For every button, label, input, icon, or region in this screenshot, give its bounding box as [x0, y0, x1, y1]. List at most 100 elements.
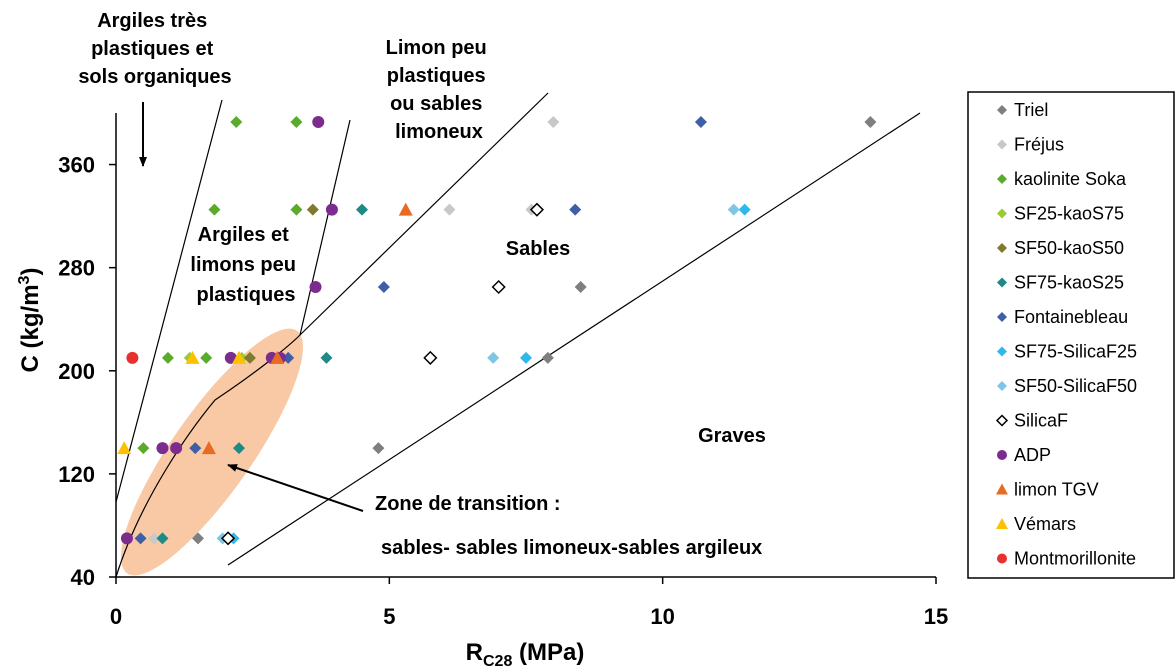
legend-label-kaolinite-soka: kaolinite Soka — [1014, 169, 1127, 189]
data-points — [117, 116, 877, 546]
point-silicaf — [491, 279, 506, 295]
point-adp — [120, 532, 133, 545]
point-silicaf — [423, 350, 438, 365]
point-sf75-kaos25 — [233, 442, 245, 455]
point-kaolinite-soka — [230, 116, 243, 129]
annotation-graves: Graves — [698, 425, 766, 447]
point-silicaf — [221, 531, 236, 546]
point-kaolinite-soka — [290, 116, 303, 129]
legend-label-sf75-kaos25: SF75-kaoS25 — [1014, 273, 1124, 293]
annotation-limon-peu-line: Limon peu — [386, 37, 487, 59]
y-tick-label: 360 — [58, 153, 95, 178]
point-v-mars — [185, 350, 200, 364]
legend-marker-limon-tgv — [996, 483, 1008, 495]
annotation-limon-peu: Limon peu plastiques ou sables limoneux — [386, 37, 493, 143]
legend-label-limon-tgv: limon TGV — [1014, 480, 1099, 500]
point-fontainebleau — [377, 281, 390, 293]
point-fontainebleau — [134, 532, 147, 545]
point-fontainebleau — [694, 116, 707, 129]
point-limon-tgv — [270, 350, 285, 364]
x-axis-title: RC28 (MPa) — [466, 639, 585, 666]
point-triel — [574, 281, 587, 293]
point-triel — [541, 351, 554, 364]
point-adp — [156, 442, 169, 455]
x-tick-label: 0 — [110, 604, 122, 629]
tick-labels: 0 5 10 15 40 120 200 280 360 — [58, 153, 948, 629]
y-axis-title-end: ) — [17, 268, 44, 276]
point-kaolinite-soka — [161, 351, 174, 364]
point-sf75-kaos25 — [320, 351, 333, 364]
y-tick-label: 120 — [58, 462, 95, 487]
y-axis-title-main: C (kg/m — [17, 284, 44, 372]
legend-marker-montmorillonite — [997, 553, 1007, 564]
boundary-line-sables — [299, 92, 549, 336]
annotation-argiles-tres-line: plastiques et — [91, 38, 214, 60]
legend-label-sf25-kaos75: SF25-kaoS75 — [1014, 204, 1124, 224]
legend-label-sf50-kaos50: SF50-kaoS50 — [1014, 238, 1124, 258]
legend-marker-adp — [997, 450, 1007, 460]
point-fontainebleau — [282, 351, 295, 364]
x-tick-label: 5 — [383, 604, 395, 629]
annotation-limon-peu-line: limoneux — [395, 121, 483, 143]
point-triel — [372, 442, 385, 455]
y-axis-title-sup: 3 — [16, 275, 33, 284]
point-adp — [312, 116, 325, 129]
axes — [115, 113, 936, 578]
point-kaolinite-soka — [200, 351, 213, 364]
point-sf75-silicaf25 — [520, 351, 532, 364]
legend-label-sf75-silicaf25: SF75-SilicaF25 — [1014, 342, 1137, 362]
point-sf50-kaos50 — [306, 203, 319, 216]
legend-items: Triel Fréjus kaolinite Soka SF25-kaoS75 SF50… — [995, 100, 1137, 569]
point-fontainebleau — [569, 203, 582, 216]
legend-marker-sf25-kaos75 — [997, 208, 1007, 219]
annotation-argiles-tres: Argiles très plastiques et sols organiqu… — [78, 10, 231, 88]
legend-marker-sf50-kaos50 — [997, 243, 1007, 253]
legend-marker-triel — [997, 105, 1007, 115]
point-sf75-kaos25 — [156, 532, 169, 545]
point-v-mars — [232, 350, 246, 364]
annotation-argiles-limons-line: limons peu — [190, 254, 296, 276]
point-kaolinite-soka — [137, 442, 150, 455]
x-tick-label: 15 — [924, 604, 948, 629]
annotation-argiles-limons: Argiles et limons peu plastiques — [190, 224, 301, 306]
boundary-line-graves — [227, 112, 921, 566]
point-fr-jus — [547, 116, 560, 129]
legend-marker-v-mars — [996, 518, 1008, 529]
point-silicaf — [529, 202, 544, 217]
point-fontainebleau — [189, 442, 202, 455]
legend-marker-silicaf — [995, 414, 1009, 427]
annotation-argiles-limons-line: plastiques — [197, 284, 296, 306]
point-fr-jus — [443, 203, 456, 216]
y-axis-title: C (kg/m3) — [16, 268, 44, 373]
legend-label-fontainebleau: Fontainebleau — [1014, 307, 1128, 327]
annotation-argiles-tres-line: Argiles très — [97, 10, 207, 32]
point-v-mars — [117, 441, 132, 455]
point-triel — [192, 532, 204, 545]
legend-label-fr-jus: Fréjus — [1014, 135, 1064, 155]
y-tick-label: 40 — [71, 565, 95, 590]
annotation-zone-detail: sables- sables limoneux-sables argileux — [381, 537, 762, 559]
point-montmorillonite — [126, 351, 139, 364]
y-tick-label: 280 — [58, 256, 95, 281]
point-limon-tgv — [201, 441, 216, 455]
boundary-lines — [115, 92, 921, 578]
boundary-line-argiles — [115, 99, 223, 503]
point-sf75-silicaf25 — [738, 203, 751, 216]
point-sf50-silicaf50 — [487, 351, 500, 364]
x-tick-label: 10 — [650, 604, 674, 629]
annotation-sables: Sables — [506, 238, 570, 260]
legend-marker-sf75-silicaf25 — [997, 346, 1007, 357]
legend-label-silicaf: SilicaF — [1014, 411, 1068, 431]
annotation-argiles-limons-line: Argiles et — [198, 224, 289, 246]
legend-box — [967, 91, 1175, 579]
annotation-zone-transition: Zone de transition : — [375, 493, 561, 515]
point-sf50-silicaf50 — [727, 203, 740, 216]
x-axis-title-unit: (MPa) — [512, 639, 584, 666]
point-kaolinite-soka — [290, 203, 303, 216]
arrow-zone-transition — [227, 464, 364, 512]
legend-marker-sf75-kaos25 — [997, 277, 1007, 288]
point-kaolinite-soka — [208, 203, 221, 216]
legend-marker-fontainebleau — [997, 312, 1007, 322]
